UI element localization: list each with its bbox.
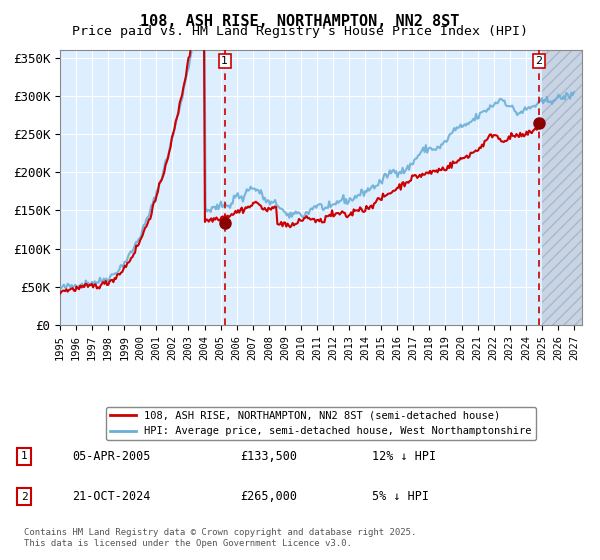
Text: 2: 2 [20, 492, 28, 502]
Text: 108, ASH RISE, NORTHAMPTON, NN2 8ST: 108, ASH RISE, NORTHAMPTON, NN2 8ST [140, 14, 460, 29]
Text: 21-OCT-2024: 21-OCT-2024 [72, 490, 151, 503]
Text: £133,500: £133,500 [240, 450, 297, 463]
Text: 1: 1 [20, 451, 28, 461]
Text: £265,000: £265,000 [240, 490, 297, 503]
Bar [542, 50, 582, 325]
Text: Contains HM Land Registry data © Crown copyright and database right 2025.
This d: Contains HM Land Registry data © Crown c… [24, 528, 416, 548]
Text: 2: 2 [535, 56, 542, 66]
Legend: 108, ASH RISE, NORTHAMPTON, NN2 8ST (semi-detached house), HPI: Average price, s: 108, ASH RISE, NORTHAMPTON, NN2 8ST (sem… [106, 407, 536, 440]
Text: 5% ↓ HPI: 5% ↓ HPI [372, 490, 429, 503]
Text: 1: 1 [221, 56, 228, 66]
Text: 05-APR-2005: 05-APR-2005 [72, 450, 151, 463]
Text: 12% ↓ HPI: 12% ↓ HPI [372, 450, 436, 463]
Text: Price paid vs. HM Land Registry's House Price Index (HPI): Price paid vs. HM Land Registry's House … [72, 25, 528, 38]
